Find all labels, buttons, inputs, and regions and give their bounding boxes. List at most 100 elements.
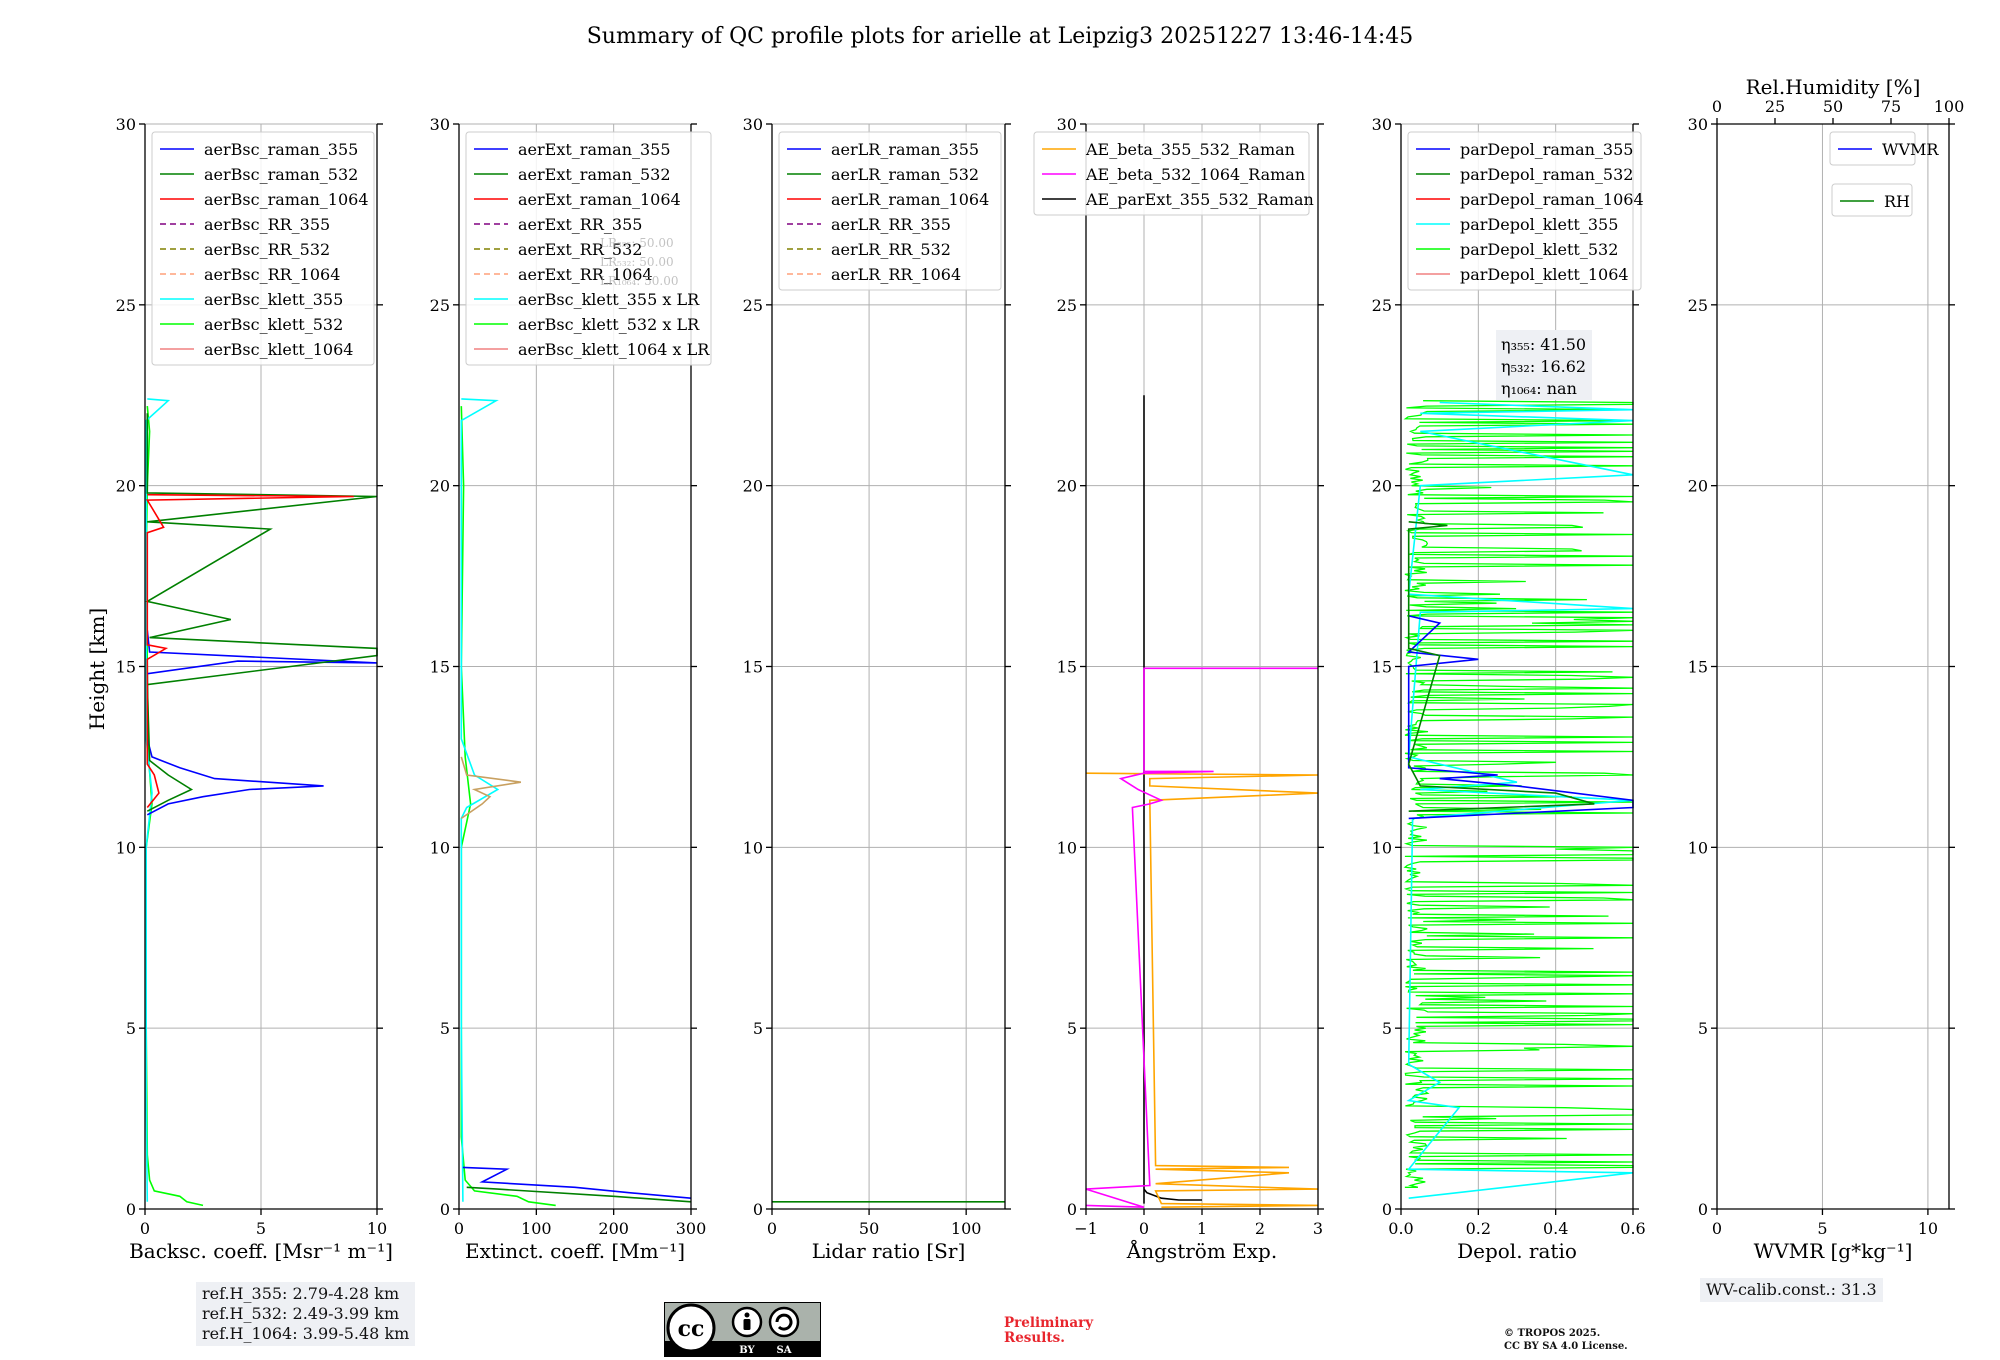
x-tick-label: 50	[859, 1219, 879, 1238]
x-tick-label: 0.0	[1388, 1219, 1413, 1238]
y-tick-label: 25	[430, 296, 450, 315]
y-tick-label: 10	[1372, 838, 1392, 857]
top-axis-label: Rel.Humidity [%]	[1746, 75, 1921, 99]
y-tick-label: 20	[1688, 477, 1708, 496]
y-tick-label: 30	[430, 115, 450, 134]
legend: aerExt_raman_355 aerExt_raman_532 aerExt_r…	[465, 131, 712, 366]
wv-calib-text: WV-calib.const.: 31.3	[1706, 1280, 1877, 1299]
legend-label: aerLR_raman_532	[831, 165, 979, 184]
x-axis-label: WVMR [g*kg⁻¹]	[1754, 1239, 1913, 1263]
y-tick-label: 0	[1382, 1200, 1392, 1219]
x-tick-label: 0	[454, 1219, 464, 1238]
legend: WVMR RH	[1829, 131, 1939, 217]
legend-label: aerBsc_RR_1064	[204, 265, 340, 284]
y-tick-label: 15	[1057, 658, 1077, 677]
legend-label: aerBsc_klett_355 x LR	[518, 290, 700, 309]
top-tick-label: 100	[1934, 97, 1965, 116]
series-parDepol_klett_532	[1403, 400, 1634, 1188]
series-aerExt_raman_532	[466, 1186, 692, 1203]
y-tick-label: 10	[430, 838, 450, 857]
legend-label: parDepol_raman_1064	[1460, 190, 1644, 209]
copyright-line-2: CC BY SA 4.0 License.	[1504, 1341, 1628, 1352]
series-aerBsc_raman_532	[145, 413, 378, 812]
y-tick-label: 5	[440, 1019, 450, 1038]
y-tick-label: 5	[126, 1019, 136, 1038]
x-tick-label: 3	[1313, 1219, 1323, 1238]
y-tick-label: 30	[743, 115, 763, 134]
ref-height-1064: ref.H_1064: 3.99-5.48 km	[202, 1324, 410, 1343]
legend-label: aerBsc_raman_1064	[204, 190, 369, 209]
series-AE_parExt_355_532_Raman_low	[1143, 1188, 1202, 1201]
legend-label: aerExt_RR_532	[518, 240, 642, 259]
y-tick-label: 0	[753, 1200, 763, 1219]
y-tick-label: 20	[1372, 477, 1392, 496]
y-tick-label: 5	[1067, 1019, 1077, 1038]
y-tick-label: 25	[1688, 296, 1708, 315]
series-aerBsc_klett_532	[145, 406, 204, 1207]
legend-label: parDepol_raman_532	[1460, 165, 1633, 184]
top-tick-label: 25	[1765, 97, 1785, 116]
y-tick-label: 5	[1382, 1019, 1392, 1038]
series-aerBsc_raman_355	[146, 630, 378, 816]
x-tick-label: 1	[1197, 1219, 1207, 1238]
legend-label: aerBsc_klett_355	[204, 290, 343, 309]
series-parDepol_klett_355	[1406, 401, 1634, 1199]
legend-label: aerExt_RR_355	[518, 215, 642, 234]
x-tick-label: −1	[1074, 1219, 1098, 1238]
x-tick-label: 10	[1918, 1219, 1938, 1238]
legend-label: aerBsc_klett_1064	[204, 340, 353, 359]
legend-box	[1033, 131, 1310, 216]
y-tick-label: 10	[1688, 838, 1708, 857]
legend-label: parDepol_klett_355	[1460, 215, 1618, 234]
x-tick-label: 300	[676, 1219, 707, 1238]
legend-label: parDepol_raman_355	[1460, 140, 1633, 159]
x-tick-label: 100	[521, 1219, 552, 1238]
preliminary-note: Preliminary Results.	[1004, 1316, 1093, 1346]
x-tick-label: 0	[140, 1219, 150, 1238]
panel-depol: 0 5 10 15 20 25 30 0.0 0.2 0.4 0.6 Depol. ratio parD…	[1372, 115, 1646, 1263]
top-tick-label: 0	[1712, 97, 1722, 116]
legend-label: aerLR_raman_355	[831, 140, 979, 159]
y-tick-label: 20	[1057, 477, 1077, 496]
legend-label: AE_parExt_355_532_Raman	[1085, 190, 1314, 209]
by-label: BY	[739, 1345, 755, 1356]
legend-label: aerBsc_raman_355	[204, 140, 358, 159]
legend-label: WVMR	[1882, 140, 1939, 159]
x-tick-label: 0.2	[1466, 1219, 1491, 1238]
legend-box	[1829, 131, 1916, 166]
y-tick-label: 15	[116, 658, 136, 677]
x-tick-label: 10	[367, 1219, 387, 1238]
y-axis-label: Height [km]	[85, 608, 109, 730]
legend-label: aerLR_RR_355	[831, 215, 951, 234]
legend: AE_beta_355_532_Raman AE_beta_532_1064_Ra…	[1033, 131, 1314, 216]
y-tick-label: 25	[116, 296, 136, 315]
x-axis-label: Depol. ratio	[1457, 1239, 1577, 1263]
x-tick-label: 200	[598, 1219, 629, 1238]
y-tick-label: 20	[430, 477, 450, 496]
attribution-icon-head	[744, 1312, 750, 1318]
legend-label: AE_beta_532_1064_Raman	[1085, 165, 1305, 184]
legend-label: aerExt_raman_355	[518, 140, 671, 159]
y-tick-label: 0	[1067, 1200, 1077, 1219]
y-tick-label: 0	[1698, 1200, 1708, 1219]
series-aerBsc_raman_1064	[145, 493, 354, 809]
legend-label: aerBsc_RR_532	[204, 240, 330, 259]
x-tick-label: 5	[1817, 1219, 1827, 1238]
y-tick-label: 30	[1057, 115, 1077, 134]
lr-label-0: LR₃₅₅: 50.00	[600, 236, 674, 250]
legend-label: aerBsc_raman_532	[204, 165, 358, 184]
legend: parDepol_raman_355 parDepol_raman_532 parD…	[1407, 131, 1644, 291]
legend-box	[1407, 131, 1642, 291]
x-axis-label: Lidar ratio [Sr]	[812, 1239, 966, 1263]
y-tick-label: 25	[1372, 296, 1392, 315]
cc-logo-text: cc	[678, 1316, 705, 1342]
ref-height-355: ref.H_355: 2.79-4.28 km	[202, 1284, 400, 1303]
figure-title: Summary of QC profile plots for arielle …	[587, 24, 1414, 49]
lr-label-1: LR₅₃₂: 50.00	[600, 255, 674, 269]
y-tick-label: 15	[1688, 658, 1708, 677]
wv-calib-box: WV-calib.const.: 31.3	[1700, 1278, 1883, 1302]
